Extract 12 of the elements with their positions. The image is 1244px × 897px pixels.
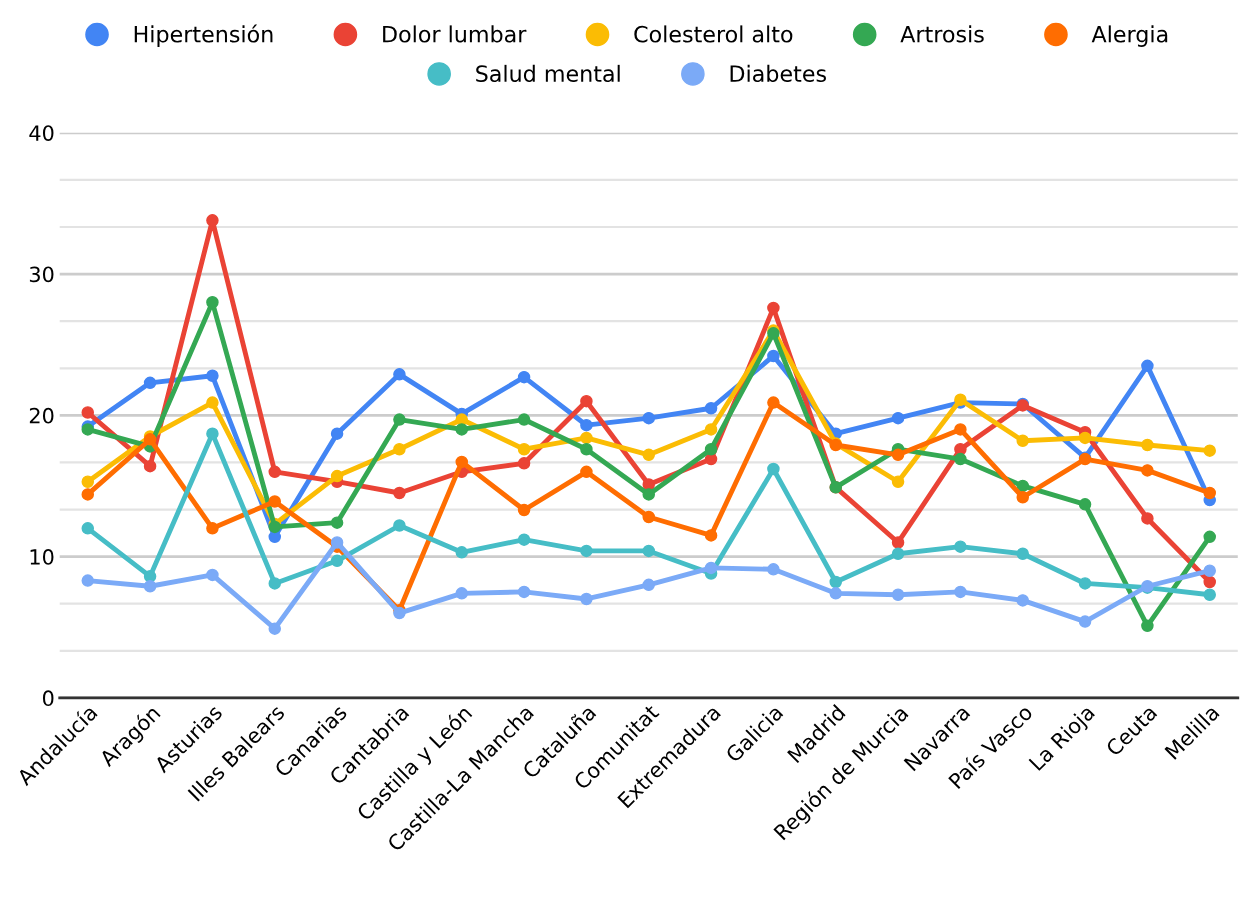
y-tick-label: 20 bbox=[29, 407, 54, 424]
y-tick-label: 40 bbox=[29, 125, 54, 141]
y-tick-label: 10 bbox=[30, 549, 54, 565]
legend-label: Salud mental bbox=[476, 64, 620, 83]
y-tick-label: 30 bbox=[29, 266, 54, 283]
legend-label: Dolor lumbar bbox=[383, 25, 527, 43]
legend-label: Colesterol alto bbox=[634, 25, 793, 43]
legend-label: Diabetes bbox=[730, 64, 826, 83]
legend-label: Hipertensión bbox=[134, 24, 273, 47]
y-tick-label: 0 bbox=[42, 690, 54, 707]
legend-label: Artrosis bbox=[900, 25, 984, 43]
legend-label: Alergia bbox=[1091, 25, 1168, 47]
